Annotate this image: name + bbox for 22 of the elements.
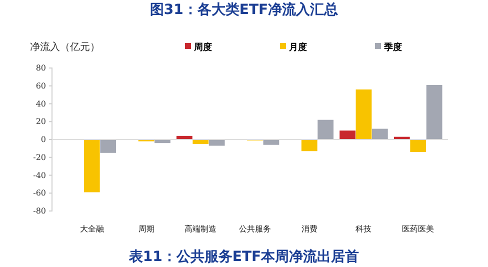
x-tick-label: 大全融: [80, 224, 104, 234]
y-tick-label: 20: [36, 117, 46, 126]
y-tick-label: -80: [33, 206, 46, 216]
x-tick-label: 高端制造: [184, 224, 217, 234]
x-tick-label: 科技: [356, 224, 372, 234]
legend-label: 月度: [288, 42, 307, 53]
x-tick-label: 公共服务: [239, 224, 271, 234]
y-tick-label: 80: [36, 64, 46, 73]
x-tick-label: 消费: [301, 224, 318, 234]
chart-title: 图31：各大类ETF净流入汇总: [150, 1, 338, 18]
y-tick-label: 40: [36, 99, 46, 108]
y-axis-title: 净流入（亿元）: [30, 41, 100, 53]
legend-label: 周度: [193, 42, 212, 53]
y-tick-label: 0: [40, 135, 46, 144]
legend-label: 季度: [383, 42, 402, 53]
y-tick-label: -20: [33, 152, 46, 162]
y-tick-label: -40: [33, 170, 46, 180]
x-tick-label: 医药医美: [402, 224, 434, 234]
x-tick-label: 周期: [138, 224, 154, 234]
y-tick-label: -60: [33, 188, 46, 198]
y-tick-label: 60: [36, 81, 46, 90]
text: 表11：公共服务ETF本周净流出居首: [128, 248, 360, 265]
